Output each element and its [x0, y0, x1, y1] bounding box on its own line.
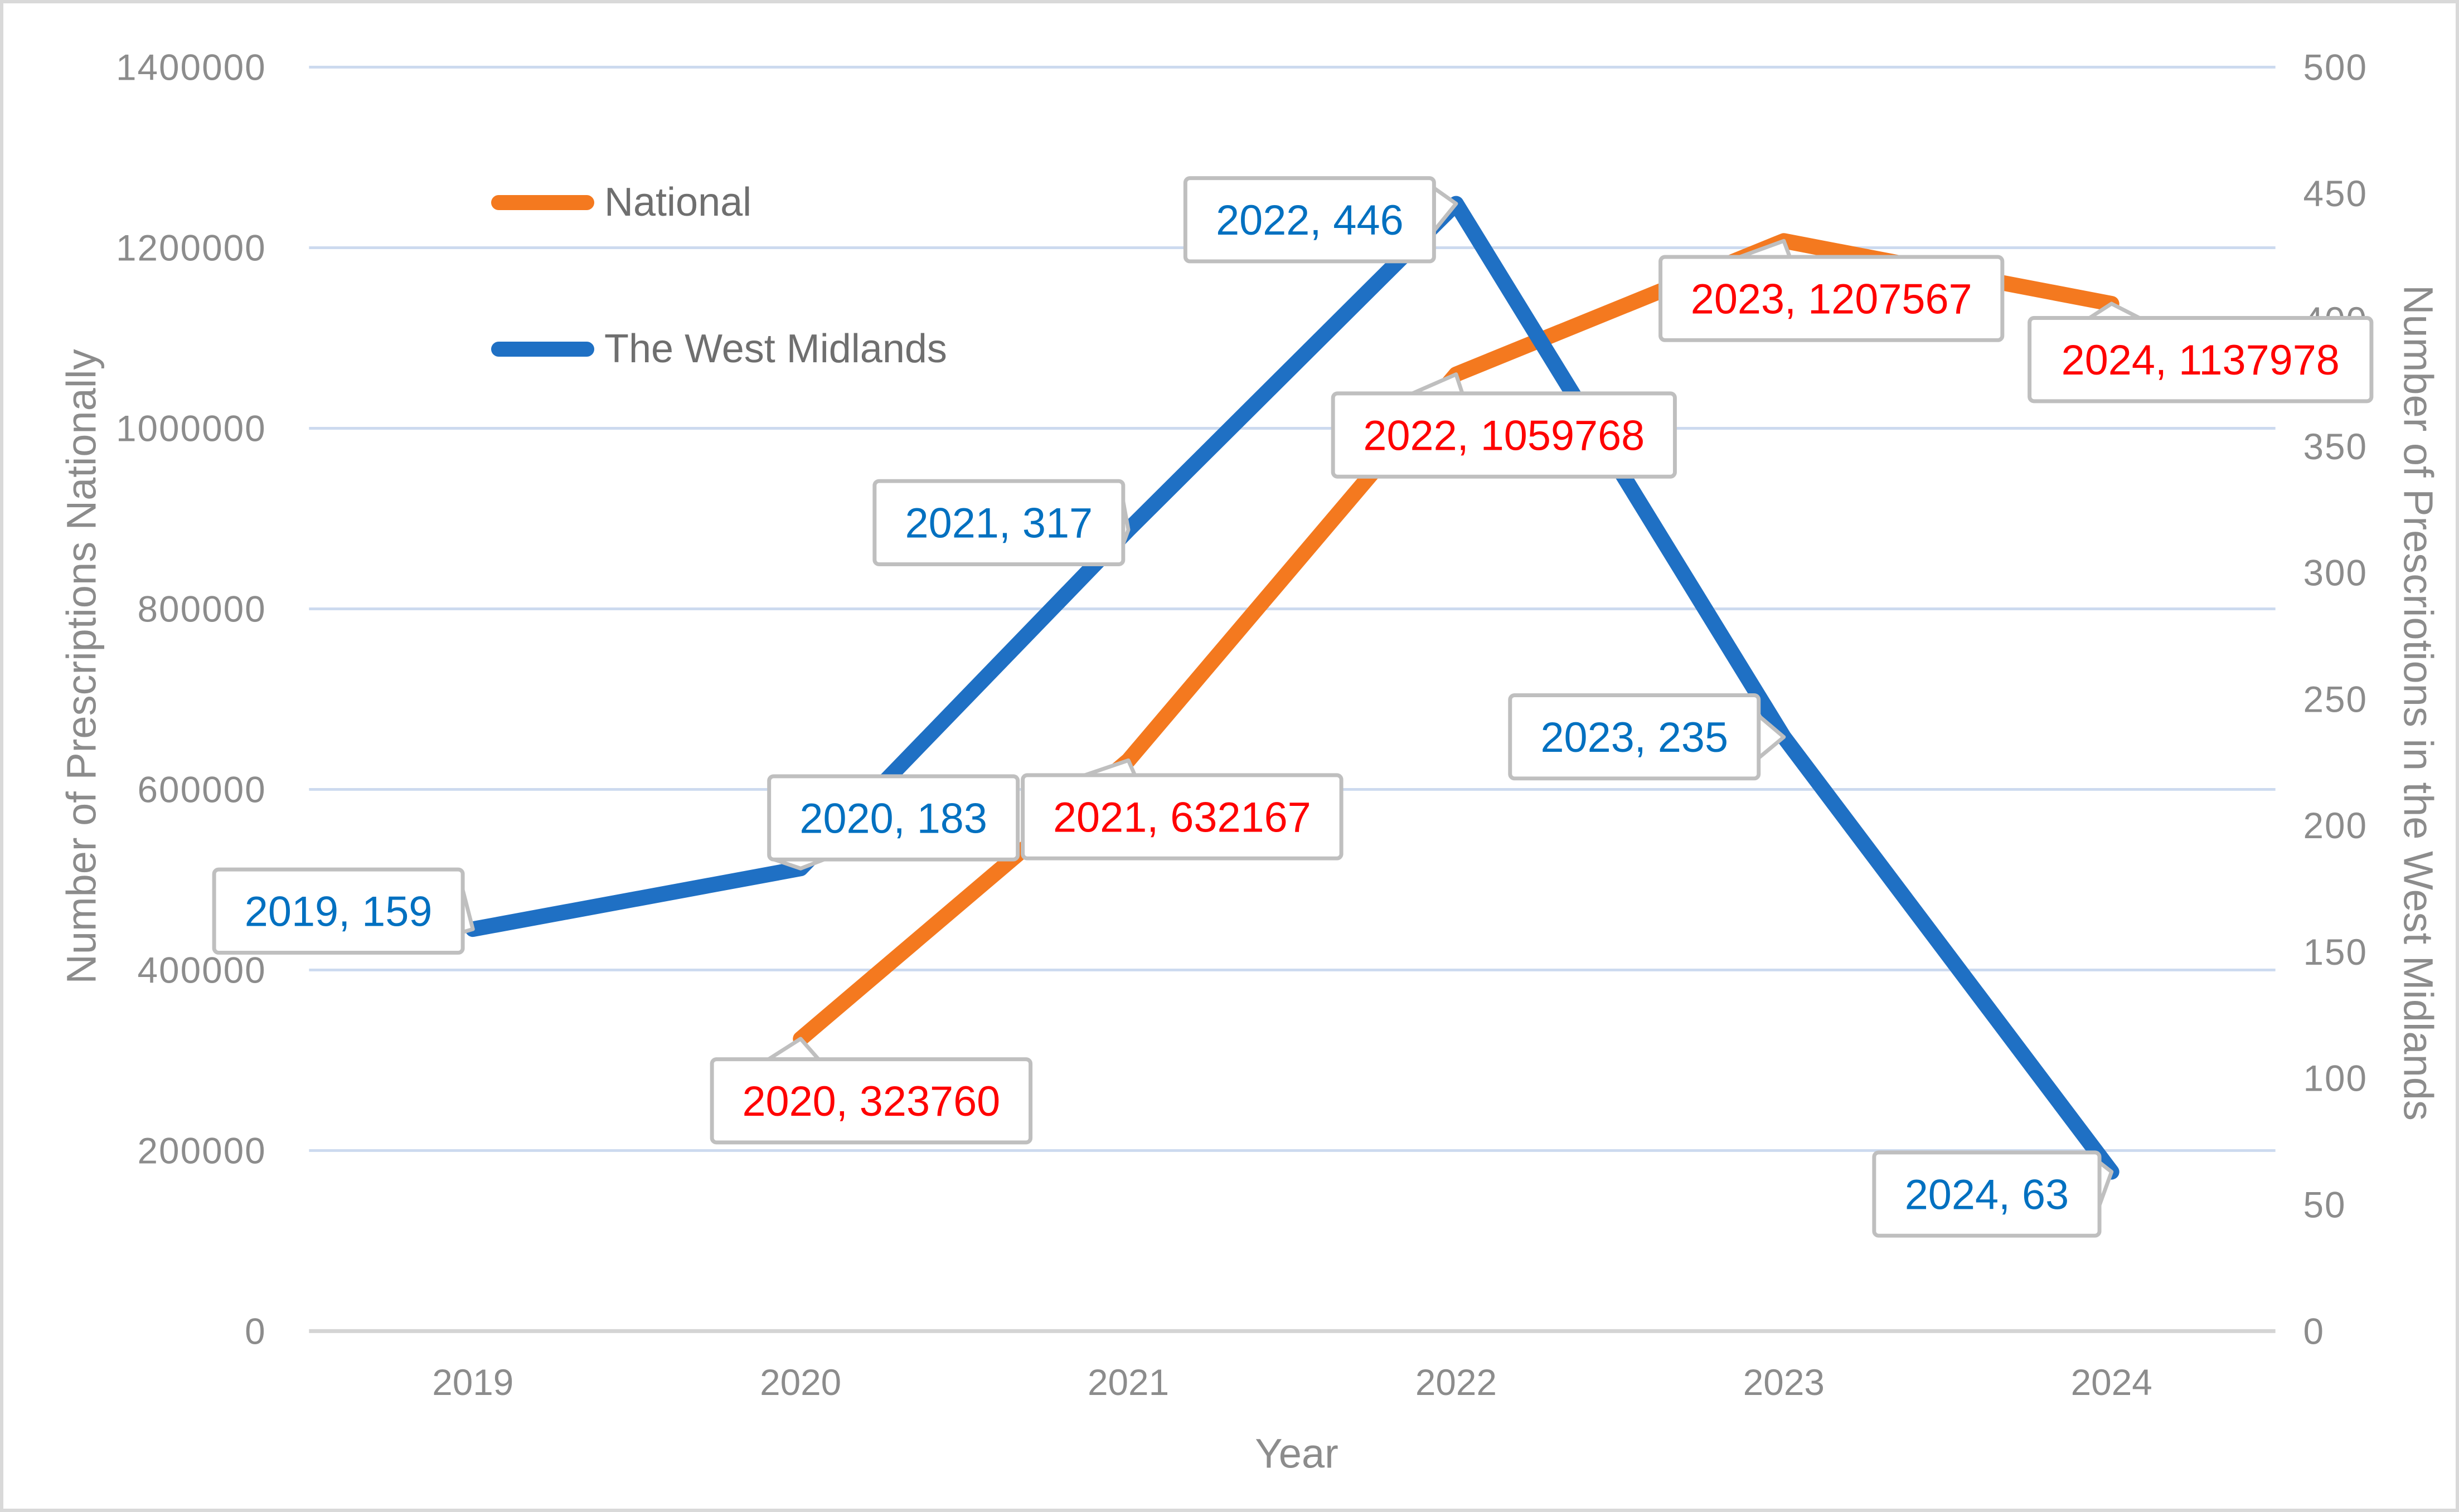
x-axis-tick: 2022: [1415, 1362, 1497, 1403]
y-axis-tick-right: 300: [2303, 553, 2368, 594]
y-axis-tick-right: 100: [2303, 1058, 2368, 1099]
y-axis-title-left: Number of Prescriptions Nationally: [58, 349, 105, 984]
data-label-beak: [1083, 758, 1137, 777]
data-label-callout[interactable]: [767, 774, 1020, 862]
data-label-callout[interactable]: [872, 479, 1126, 567]
data-label-text: 2020, 183: [799, 795, 987, 842]
data-label-callout[interactable]: [710, 1057, 1033, 1145]
y-axis-tick-left: 0: [245, 1311, 266, 1351]
legend-label: The West Midlands: [604, 327, 947, 371]
data-label-text: 2019, 159: [245, 889, 433, 936]
data-label-text: 2020, 323760: [742, 1078, 1000, 1125]
data-label-callout[interactable]: [1331, 391, 1677, 479]
x-axis-tick: 2023: [1743, 1362, 1825, 1403]
data-label-callout[interactable]: [1658, 255, 2005, 342]
y-axis-tick-left: 200000: [138, 1130, 266, 1171]
legend-swatch: [491, 195, 594, 210]
data-label-callout[interactable]: [1508, 693, 1761, 781]
y-axis-tick-right: 200: [2303, 805, 2368, 846]
x-axis-title: Year: [1255, 1430, 1338, 1477]
data-label-text: 2023, 235: [1540, 714, 1728, 761]
data-label-beak: [767, 1037, 821, 1062]
legend-item-national[interactable]: National: [491, 180, 751, 225]
x-axis-tick: 2019: [432, 1362, 513, 1403]
y-axis-tick-right: 500: [2303, 47, 2368, 87]
y-axis-tick-left: 800000: [138, 589, 266, 629]
y-axis-title-right: Number of Prescriotions in the West Midl…: [2395, 285, 2442, 1121]
data-label-text: 2024, 1137978: [2062, 337, 2340, 384]
y-axis-tick-right: 450: [2303, 173, 2368, 214]
x-axis-tick: 2020: [760, 1362, 841, 1403]
data-label-callout[interactable]: [1021, 773, 1344, 860]
y-axis-tick-left: 1200000: [116, 227, 266, 268]
y-axis-tick-right: 250: [2303, 679, 2368, 719]
data-label-text: 2022, 1059768: [1363, 412, 1645, 459]
data-label-callout[interactable]: [2028, 316, 2374, 403]
data-label-text: 2023, 1207567: [1691, 276, 1972, 323]
data-label-callout[interactable]: [1183, 176, 1436, 264]
legend-swatch: [491, 341, 594, 357]
data-label-callout[interactable]: [1872, 1150, 2102, 1238]
y-axis-tick-left: 1000000: [116, 408, 266, 449]
data-label-text: 2021, 317: [905, 500, 1093, 547]
x-axis-tick: 2024: [2071, 1362, 2152, 1403]
data-label-text: 2024, 63: [1905, 1171, 2069, 1218]
plot-area: 0 200000 400000 600000 800000 1000000 1200000 1…: [116, 47, 2374, 1403]
y-axis-tick-right: 50: [2303, 1185, 2346, 1226]
y-axis-tick-right: 0: [2303, 1311, 2325, 1351]
series-line-the-west-midlands[interactable]: [465, 196, 2120, 1180]
data-label-text: 2022, 446: [1216, 197, 1404, 244]
y-axis-tick-left: 1400000: [116, 47, 266, 87]
data-label-beak: [1410, 372, 1464, 396]
data-label-callout[interactable]: [212, 867, 465, 955]
legend-label: National: [604, 180, 752, 225]
y-axis-tick-left: 400000: [138, 950, 266, 990]
data-label-text: 2021, 632167: [1053, 794, 1311, 841]
y-axis-tick-left: 600000: [138, 769, 266, 810]
legend-item-the-west-midlands[interactable]: The West Midlands: [491, 327, 947, 371]
y-axis-tick-right: 150: [2303, 932, 2368, 973]
x-axis-tick: 2021: [1088, 1362, 1169, 1403]
y-axis-tick-right: 350: [2303, 426, 2368, 467]
